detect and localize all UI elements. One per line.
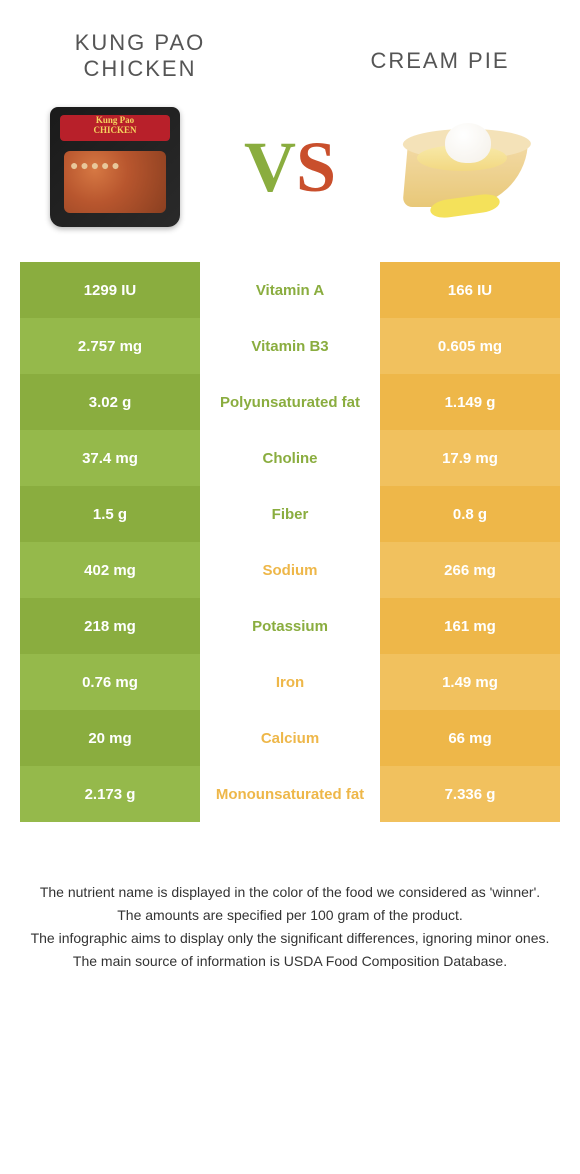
nutrient-name: Calcium [200,710,380,766]
footer-line-1: The nutrient name is displayed in the co… [30,882,550,903]
nutrient-name: Vitamin B3 [200,318,380,374]
table-row: 218 mgPotassium161 mg [20,598,560,654]
footer-line-2: The amounts are specified per 100 gram o… [30,905,550,926]
table-row: 1.5 gFiber0.8 g [20,486,560,542]
left-value: 2.757 mg [20,318,200,374]
vs-label: VS [244,126,336,209]
table-row: 0.76 mgIron1.49 mg [20,654,560,710]
table-row: 20 mgCalcium66 mg [20,710,560,766]
vs-s: S [296,127,336,207]
right-value: 161 mg [380,598,560,654]
left-value: 37.4 mg [20,430,200,486]
left-value: 3.02 g [20,374,200,430]
table-row: 2.173 gMonounsaturated fat7.336 g [20,766,560,822]
nutrient-name: Monounsaturated fat [200,766,380,822]
table-row: 1299 IUVitamin A166 IU [20,262,560,318]
table-row: 2.757 mgVitamin B30.605 mg [20,318,560,374]
images-row: Kung PaoCHICKEN VS [0,92,580,262]
right-value: 66 mg [380,710,560,766]
left-value: 218 mg [20,598,200,654]
nutrient-name: Sodium [200,542,380,598]
left-value: 402 mg [20,542,200,598]
right-value: 1.49 mg [380,654,560,710]
right-value: 7.336 g [380,766,560,822]
nutrient-name: Iron [200,654,380,710]
nutrition-table: 1299 IUVitamin A166 IU2.757 mgVitamin B3… [20,262,560,822]
footer-line-3: The infographic aims to display only the… [30,928,550,949]
right-value: 1.149 g [380,374,560,430]
right-value: 266 mg [380,542,560,598]
left-value: 0.76 mg [20,654,200,710]
left-food-image: Kung PaoCHICKEN [40,102,190,232]
right-value: 0.605 mg [380,318,560,374]
header-titles: Kung Pao Chicken Cream Pie [0,0,580,92]
nutrient-name: Vitamin A [200,262,380,318]
nutrient-name: Polyunsaturated fat [200,374,380,430]
nutrient-name: Fiber [200,486,380,542]
vs-v: V [244,127,296,207]
right-food-title: Cream Pie [350,48,530,74]
cream-pie-icon [395,117,535,217]
table-row: 3.02 gPolyunsaturated fat1.149 g [20,374,560,430]
nutrient-name: Choline [200,430,380,486]
left-value: 20 mg [20,710,200,766]
table-row: 37.4 mgCholine17.9 mg [20,430,560,486]
right-food-image [390,102,540,232]
footer-line-4: The main source of information is USDA F… [30,951,550,972]
right-value: 17.9 mg [380,430,560,486]
nutrient-name: Potassium [200,598,380,654]
table-row: 402 mgSodium266 mg [20,542,560,598]
right-value: 0.8 g [380,486,560,542]
footer-notes: The nutrient name is displayed in the co… [0,822,580,972]
left-value: 1.5 g [20,486,200,542]
kungpao-package-icon: Kung PaoCHICKEN [50,107,180,227]
left-value: 2.173 g [20,766,200,822]
left-food-title: Kung Pao Chicken [50,30,230,82]
right-value: 166 IU [380,262,560,318]
left-value: 1299 IU [20,262,200,318]
